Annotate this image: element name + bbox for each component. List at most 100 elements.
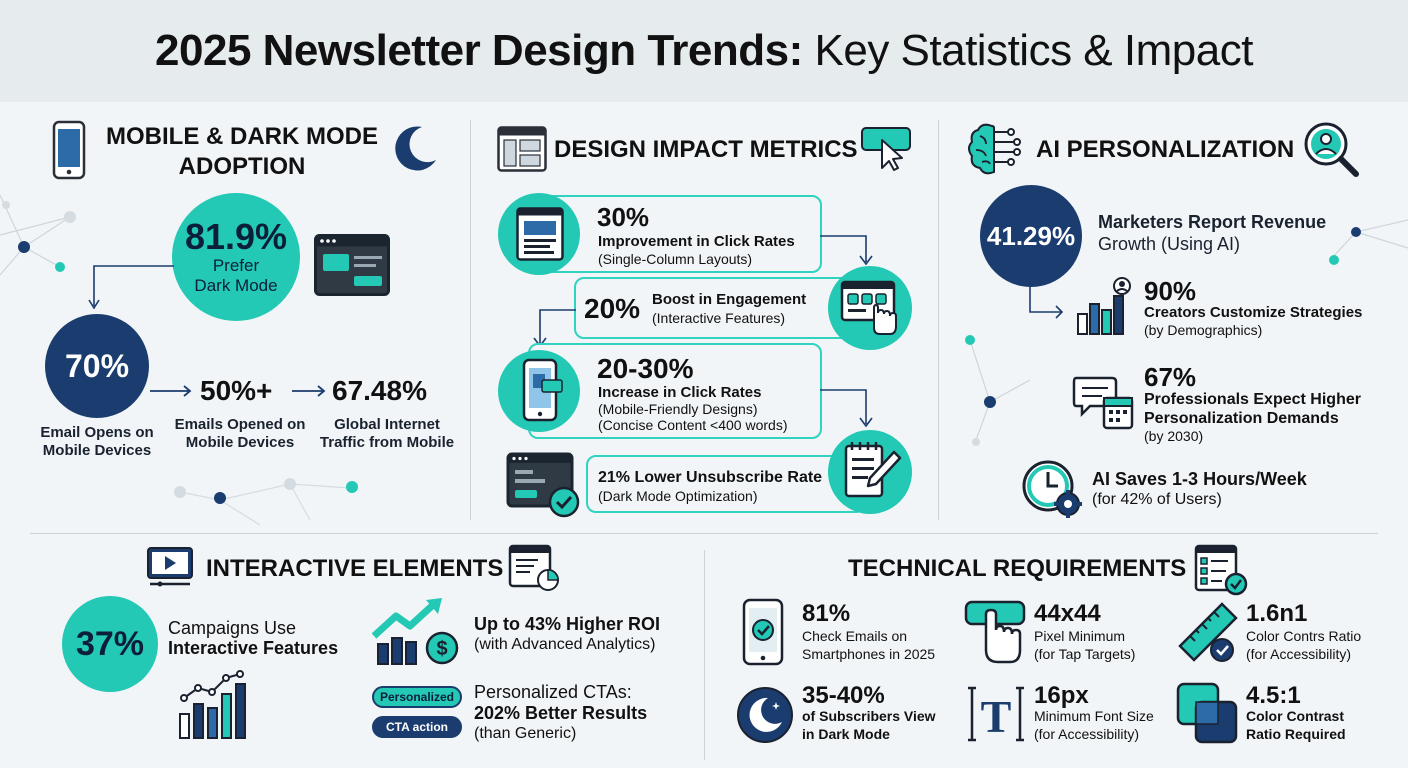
tech-5-label-1: Minimum Font Size [1034,708,1154,724]
mobile-opens-pct: 70% [64,347,130,384]
chat-calendar-icon [1072,376,1134,430]
tech-section-title: TECHNICAL REQUIREMENTS [848,555,1187,582]
ai-revenue-label-2: Growth (Using AI) [1098,234,1241,254]
network-decoration-right [1329,219,1408,265]
metric-3-sublabel-1: (Mobile-Friendly Designs) [598,401,758,417]
font-size-icon: T [968,686,1024,742]
cta-label-2: 202% Better Results [474,703,648,723]
mobile-traffic-label-2: Traffic from Mobile [319,434,455,451]
ai-saves-sublabel: (for 42% of Users) [1092,491,1222,508]
video-play-icon [147,547,193,587]
tech-4-label-1: of Subscribers View [802,708,936,724]
dark-mode-check-icon [506,452,580,518]
metric-1-label: Improvement in Click Rates [598,233,795,250]
roi-growth-dollar-icon: $ [371,598,459,665]
mobile-traffic-label: Global Internet Traffic from Mobile [310,416,464,452]
clock-gear-icon [1022,460,1082,518]
user-search-icon [1304,122,1359,177]
metric-4-sublabel: (Dark Mode Optimization) [598,488,758,504]
dark-mode-circle: 81.9% Prefer Dark Mode [172,193,300,321]
arrow-right-icon-2 [292,385,326,397]
mobile-title-line2: ADOPTION [178,153,306,180]
ai-professionals-pct: 67% [1144,362,1197,392]
divider-3 [704,550,705,760]
tech-6-label-1: Color Contrast [1246,708,1344,724]
smartphone-check-icon [742,598,784,666]
dark-mode-pct: 81.9% [184,216,288,257]
roi-sublabel: (with Advanced Analytics) [474,636,656,653]
tap-target-icon [964,600,1026,664]
single-column-layout-icon [516,207,564,261]
notepad-pen-icon [844,442,902,498]
tech-2-label-2: (for Tap Targets) [1034,646,1136,662]
divider-2 [938,120,939,520]
brain-circuit-icon [968,123,1021,175]
design-section-title: DESIGN IMPACT METRICS [554,136,858,163]
network-decoration-bottom-left [174,478,358,526]
flow-arrow-dark-to-opens [88,265,174,310]
emails-opened-label-2: Mobile Devices [185,434,295,451]
title-bold: 2025 Newsletter Design Trends: [155,26,803,75]
arrow-right-icon [150,385,192,397]
cta-sublabel: (than Generic) [474,725,577,742]
report-pie-icon [508,544,559,591]
ai-revenue-label-1: Marketers Report Revenue [1098,212,1327,232]
ai-customize-pct: 90% [1144,276,1197,306]
dark-mode-label-1: Prefer [212,256,260,275]
tech-3-label-1: Color Contrs Ratio [1246,628,1362,644]
dark-mode-label-2: Dark Mode [194,276,278,295]
network-decoration-mid-right [965,335,1031,446]
font-letter-icon: T [981,691,1012,742]
metric-2-pct: 20% [584,293,641,324]
tech-4-label-2: in Dark Mode [802,726,890,742]
mobile-section-title: MOBILE & DARK MODE ADOPTION [104,122,380,182]
tech-6-value: 4.5:1 [1246,682,1301,709]
header-bar: 2025 Newsletter Design Trends: Key Stati… [0,0,1408,102]
interactive-section-title: INTERACTIVE ELEMENTS [206,555,504,582]
ai-professionals-label-2: Personalization Demands [1144,410,1339,427]
interactive-campaigns-pct: 37% [75,624,145,663]
tech-3-label-2: (for Accessibility) [1246,646,1352,662]
mobile-traffic-pct: 67.48% [332,375,427,406]
metric-1-pct: 30% [597,202,650,232]
ai-professionals-sublabel: (by 2030) [1144,428,1204,444]
emails-opened-label-1: Emails Opened on [174,416,306,433]
metric-3-pct: 20-30% [597,353,694,384]
ai-section-title: AI PERSONALIZATION [1036,136,1295,163]
metric-box-2 [574,277,870,339]
divider-1 [470,120,471,520]
emails-opened-pct: 50%+ [200,375,273,406]
growth-bar-chart-icon [179,670,246,739]
checklist-window-icon [1194,544,1248,596]
emails-opened-label: Emails Opened on Mobile Devices [170,416,310,452]
bar-chart-user-icon [1077,277,1131,335]
ai-revenue-circle: 41.29% [980,185,1082,287]
ai-customize-label: Creators Customize Strategies [1144,304,1363,321]
mobile-opens-circle: 70% [45,314,149,418]
layout-window-icon [497,126,547,172]
divider-horizontal [30,533,1378,534]
tech-1-value: 81% [802,600,851,627]
metric-4-label: 21% Lower Unsubscribe Rate [598,469,823,486]
dark-moon-circle-icon [737,687,793,743]
network-decoration-left [0,194,76,276]
tech-1-label-1: Check Emails on [802,628,908,644]
flow-arrow-1 [820,235,873,266]
personalized-pill: Personalized [372,686,462,708]
metric-1-sublabel: (Single-Column Layouts) [598,251,753,267]
metric-box-4 [586,455,866,513]
page-title: 2025 Newsletter Design Trends: Key Stati… [155,26,1253,76]
metric-2-sublabel: (Interactive Features) [652,310,786,326]
roi-label: Up to 43% Higher ROI [474,614,661,634]
mobile-opens-label-2: Mobile Devices [42,442,152,459]
ai-professionals-label-1: Professionals Expect Higher [1144,391,1361,408]
metric-3-sublabel-2: (Concise Content <400 words) [598,417,788,433]
ruler-check-icon [1178,602,1238,662]
smartphone-icon [52,120,86,180]
cta-label-1: Personalized CTAs: [474,682,632,702]
metric-2-label: Boost in Engagement [652,291,807,308]
dollar-sign-icon: $ [436,638,447,660]
tech-2-label-1: Pixel Minimum [1034,628,1126,644]
tech-5-value: 16px [1034,682,1089,709]
ai-customize-sublabel: (by Demographics) [1144,322,1263,338]
